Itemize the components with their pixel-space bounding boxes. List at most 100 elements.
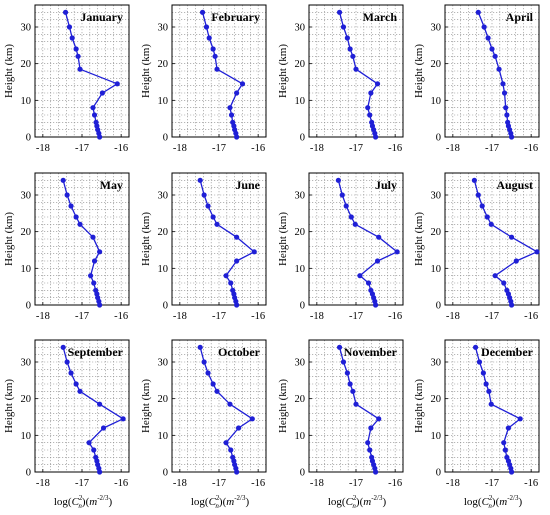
y-tick-label: 30 [295, 358, 306, 369]
data-point [214, 221, 220, 227]
grid [34, 173, 130, 305]
data-point [476, 359, 483, 365]
data-point [223, 273, 229, 279]
data-point [503, 105, 509, 111]
y-axis-label: Height (km) [140, 212, 152, 266]
data-point [210, 381, 216, 387]
panel-grid: -18 -17 -16 0 10 20 30 Height (km) January -18 -17… [3, 4, 540, 489]
data-point [534, 249, 540, 255]
panel-title: May [100, 178, 123, 192]
x-tick-label: -16 [114, 478, 128, 489]
data-point [501, 280, 507, 286]
data-point [230, 119, 236, 125]
data-point [479, 203, 485, 209]
x-tick-label: -17 [485, 311, 499, 322]
panel-april: -18 -17 -16 0 10 20 30 Height (km) April [413, 4, 540, 154]
data-point [205, 370, 211, 376]
x-tick-label: -18 [173, 478, 187, 489]
data-point [214, 388, 220, 394]
data-point [73, 381, 79, 387]
y-axis-label: Height (km) [413, 212, 425, 266]
data-point [508, 234, 515, 240]
grid [444, 173, 540, 305]
y-tick-label: 10 [21, 431, 32, 442]
data-point [235, 425, 242, 431]
x-tick-label: -17 [349, 311, 363, 322]
y-tick-label: 10 [21, 264, 32, 275]
x-tick-label: -18 [446, 311, 460, 322]
data-point [481, 24, 487, 30]
x-tick-label: -16 [251, 311, 265, 322]
data-point [369, 119, 375, 125]
panel-january: -18 -17 -16 0 10 20 30 Height (km) January [3, 4, 130, 154]
panel-title: February [211, 10, 260, 24]
x-tick-label: -17 [349, 143, 363, 154]
data-point [504, 112, 510, 118]
panel-august: -18 -17 -16 0 10 20 30 Height (km) August [413, 172, 540, 322]
data-point [210, 46, 216, 52]
data-point [214, 66, 220, 72]
x-tick-label: -16 [388, 143, 402, 154]
y-axis-label: Height (km) [3, 44, 15, 98]
data-point [68, 203, 74, 209]
series-line [62, 347, 124, 473]
data-point [91, 447, 97, 453]
data-point [249, 416, 255, 422]
x-tick-label: -16 [524, 478, 538, 489]
y-tick-label: 20 [431, 59, 442, 70]
data-point [488, 401, 494, 407]
series-line [337, 180, 398, 306]
x-tick-label: -18 [36, 143, 50, 154]
series-line [474, 347, 521, 473]
y-axis-label: Height (km) [3, 379, 15, 433]
y-tick-label: 30 [158, 358, 169, 369]
panel-december: -18 -17 -16 0 10 20 30 Height (km) December [413, 339, 540, 489]
data-point [60, 344, 66, 350]
data-point [492, 273, 498, 279]
data-point [91, 112, 98, 118]
x-tick-label: -18 [36, 478, 50, 489]
data-point [368, 287, 374, 293]
data-point [228, 447, 234, 453]
y-axis-label: Height (km) [3, 212, 15, 266]
panel-october: -18 -17 -16 0 10 20 30 Height (km) October [140, 339, 267, 489]
panel-may: -18 -17 -16 0 10 20 30 Height (km) May [3, 172, 130, 322]
data-point [502, 447, 508, 453]
x-tick-label: -18 [36, 311, 50, 322]
x-tick-label: -18 [310, 311, 324, 322]
y-tick-label: 20 [431, 227, 442, 238]
data-point [93, 454, 99, 460]
data-point [88, 273, 94, 279]
data-point [353, 66, 359, 72]
data-point [97, 401, 103, 407]
data-point [64, 192, 70, 198]
panel-title: November [344, 345, 398, 359]
data-point [336, 344, 343, 350]
data-point [114, 81, 120, 87]
y-tick-label: 0 [436, 133, 441, 144]
data-point [505, 425, 512, 431]
y-tick-label: 10 [158, 431, 169, 442]
y-tick-label: 10 [431, 431, 442, 442]
panel-title: September [68, 345, 124, 359]
data-point [239, 81, 246, 87]
grid [171, 5, 267, 137]
y-tick-label: 30 [431, 358, 442, 369]
data-point [77, 66, 83, 72]
y-tick-label: 0 [26, 133, 31, 144]
series-line [199, 347, 253, 473]
y-tick-label: 30 [295, 191, 306, 202]
y-tick-label: 0 [163, 468, 168, 479]
data-point [352, 221, 358, 227]
x-axis-label-col4: log(C2 n)(m-2/3) [464, 494, 523, 510]
data-point [348, 214, 354, 220]
y-tick-label: 30 [158, 191, 169, 202]
data-point [206, 35, 212, 41]
x-tick-label: -17 [212, 478, 226, 489]
data-point [97, 249, 103, 255]
y-tick-label: 0 [300, 133, 305, 144]
panel-march: -18 -17 -16 0 10 20 30 Height (km) March [277, 4, 404, 154]
y-tick-label: 30 [158, 23, 169, 34]
data-point [344, 370, 350, 376]
